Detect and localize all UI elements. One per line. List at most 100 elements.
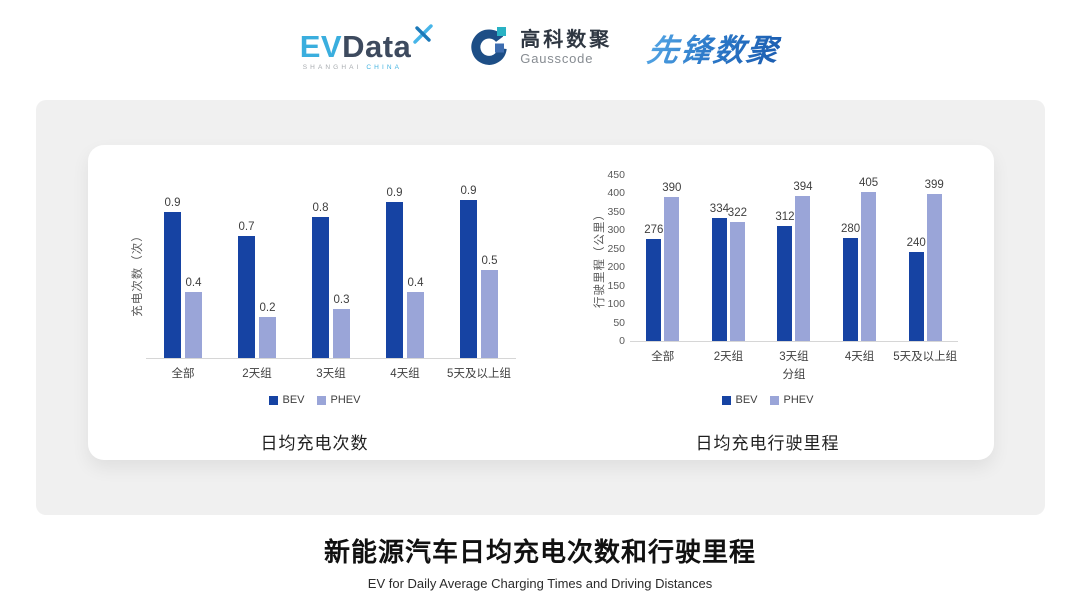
chart-daily-charging-times: 充电次数（次） 0.9 0.4 0.7 0.2 0.8 0.3 0.9 0.4 0.9 0.5 全部 2… (88, 145, 541, 460)
bar-phev: 0.3 (333, 294, 350, 358)
y-tick-label: 100 (607, 298, 625, 311)
bar-value-label: 312 (775, 211, 795, 223)
plot-area: 0.9 0.4 0.7 0.2 0.8 0.3 0.9 0.4 0.9 0.5 (146, 185, 516, 359)
gausscode-wordmark: 高科数聚 Gausscode (520, 29, 612, 66)
bar-group: 0.9 0.4 (146, 197, 220, 358)
gausscode-en-text: Gausscode (520, 51, 594, 67)
plot-area: 276 390 334 322 312 394 280 405 240 399 (630, 175, 958, 342)
evdata-wordmark: EV Data (300, 24, 434, 62)
pioneer-text: 先锋数聚 (645, 25, 783, 70)
bar-group: 240 399 (892, 179, 958, 341)
bar-value-label: 0.4 (407, 277, 424, 289)
evdata-x-icon (413, 24, 433, 44)
charts-card: 充电次数（次） 0.9 0.4 0.7 0.2 0.8 0.3 0.9 0.4 0.9 0.5 全部 2… (88, 145, 994, 460)
y-tick-label: 350 (607, 205, 625, 218)
bar-phev: 0.4 (407, 277, 424, 358)
evdata-data-text: Data (342, 29, 412, 64)
bar-value-label: 280 (840, 223, 861, 235)
bar-phev: 390 (662, 182, 681, 341)
bar-value-label: 0.9 (164, 197, 181, 209)
bar-value-label: 240 (906, 237, 926, 249)
legend-label: PHEV (783, 394, 814, 406)
x-category-label: 4天组 (390, 368, 420, 380)
x-category-label: 2天组 (242, 368, 272, 380)
x-category-label: 3天组 (779, 351, 809, 363)
x-category-row: 全部 2天组 3天组 4天组 5天及以上组 (146, 365, 516, 381)
bar-value-label: 0.7 (238, 221, 255, 233)
bar-value-label: 0.4 (185, 277, 202, 289)
bar-value-label: 394 (793, 181, 813, 193)
header-logos: EV Data SHANGHAI CHINA 高科数聚 Gausscode (0, 24, 1080, 72)
chart-title: 日均充电行驶里程 (695, 434, 840, 453)
x-category-label: 全部 (651, 351, 675, 363)
bar-bev: 276 (644, 224, 663, 341)
bar-phev: 0.5 (481, 255, 498, 358)
evdata-ev-text: EV (299, 29, 343, 64)
y-axis-title: 行驶里程（公里） (594, 208, 606, 308)
charts-panel: 充电次数（次） 0.9 0.4 0.7 0.2 0.8 0.3 0.9 0.4 0.9 0.5 全部 2… (36, 100, 1045, 515)
y-tick-label: 50 (613, 316, 625, 329)
x-category-label: 5天及以上组 (893, 351, 958, 363)
legend-label: BEV (735, 394, 758, 406)
bar-value-label: 0.9 (386, 187, 403, 199)
bar-value-label: 334 (709, 203, 729, 215)
legend-item: PHEV (769, 394, 814, 406)
legend-label: PHEV (330, 394, 361, 406)
gausscode-g-icon (471, 26, 507, 65)
bar-group: 334 322 (696, 203, 762, 341)
bar-value-label: 405 (858, 177, 879, 189)
pioneer-logo: 先锋数聚 (645, 25, 783, 70)
chart-daily-driving-distance: 行驶里程（公里） 0 50 100 150 200 250 300 350 400 450 276 39… (541, 145, 994, 460)
legend-item: BEV (721, 394, 758, 406)
gausscode-logo: 高科数聚 Gausscode (469, 26, 612, 70)
y-tick-label: 0 (619, 335, 625, 347)
bar-bev: 312 (775, 211, 795, 341)
y-tick-label: 150 (607, 279, 625, 292)
page-title: 新能源汽车日均充电次数和行驶里程 (323, 537, 756, 567)
bar-phev: 0.4 (185, 277, 202, 358)
y-tick-label: 250 (607, 242, 625, 255)
chart-title: 日均充电次数 (260, 434, 369, 453)
x-category-label: 4天组 (844, 351, 875, 363)
gausscode-cn-text: 高科数聚 (520, 29, 613, 52)
evdata-shanghai-text: SHANGHAI (302, 64, 362, 71)
evdata-logo: EV Data SHANGHAI CHINA (300, 24, 434, 72)
y-tick-label: 450 (607, 169, 625, 181)
bar-bev: 0.9 (460, 185, 477, 358)
bar-phev: 322 (728, 207, 747, 341)
page-subtitle: EV for Daily Average Charging Times and … (367, 576, 713, 591)
bar-value-label: 0.9 (460, 185, 477, 197)
bar-value-label: 0.8 (312, 202, 329, 214)
y-tick-label: 400 (607, 187, 625, 200)
bar-group: 0.9 0.4 (368, 187, 442, 358)
legend-swatch (721, 395, 731, 405)
bar-phev: 405 (859, 177, 878, 341)
x-category-label: 全部 (171, 368, 195, 380)
bar-group: 312 394 (761, 181, 827, 341)
legend-swatch (769, 395, 779, 405)
x-axis-title: 分组 (782, 369, 806, 381)
bar-value-label: 0.5 (481, 255, 498, 267)
legend: BEV PHEV (88, 394, 541, 406)
x-category-label: 5天及以上组 (447, 368, 511, 380)
bar-value-label: 0.3 (333, 294, 350, 306)
bar-bev: 280 (841, 223, 860, 341)
legend-swatch (268, 395, 278, 405)
bar-value-label: 390 (662, 182, 682, 194)
bar-group: 0.8 0.3 (294, 202, 368, 358)
legend-label: BEV (282, 394, 305, 406)
legend: BEV PHEV (541, 394, 994, 406)
x-category-label: 2天组 (713, 351, 744, 363)
x-category-label: 3天组 (316, 368, 346, 380)
bar-phev: 394 (793, 181, 813, 341)
bar-phev: 0.2 (259, 302, 276, 358)
bar-value-label: 399 (924, 179, 944, 191)
y-tick-label: 300 (607, 224, 625, 237)
bar-value-label: 0.2 (259, 302, 276, 314)
x-category-row: 全部 2天组 3天组 4天组 5天及以上组 (630, 348, 958, 364)
bar-bev: 334 (710, 203, 729, 341)
bar-group: 276 390 (630, 182, 696, 341)
bar-value-label: 322 (727, 207, 747, 219)
bar-value-label: 276 (644, 224, 664, 236)
